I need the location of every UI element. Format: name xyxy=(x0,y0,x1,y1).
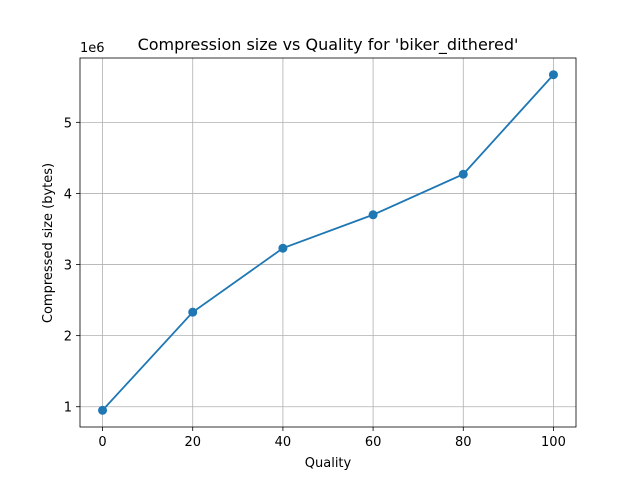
data-point xyxy=(278,243,288,253)
x-tick-label: 80 xyxy=(455,435,472,450)
data-point xyxy=(548,70,558,80)
x-tick-label: 100 xyxy=(541,435,566,450)
y-tick-label: 3 xyxy=(64,259,72,274)
series-group xyxy=(98,70,558,415)
y-axis-ticks: 1 2 3 4 5 xyxy=(64,116,80,416)
axes-frame xyxy=(79,57,577,428)
data-point xyxy=(368,210,378,220)
x-tick-label: 20 xyxy=(184,435,201,450)
x-tick-label: 60 xyxy=(365,435,382,450)
x-tick-label: 0 xyxy=(98,435,106,450)
plot-area-border xyxy=(79,57,577,428)
x-tick-label: 40 xyxy=(275,435,292,450)
data-point xyxy=(458,169,468,179)
series-line xyxy=(101,74,555,411)
y-tick-label: 2 xyxy=(64,330,72,345)
chart-title: Compression size vs Quality for 'biker_d… xyxy=(138,35,519,55)
x-axis-ticks: 0 20 40 60 80 100 xyxy=(98,427,566,450)
y-axis-label: Compressed size (bytes) xyxy=(41,163,56,323)
grid xyxy=(80,58,576,427)
y-tick-label: 1 xyxy=(64,401,72,416)
y-axis-offset-label: 1e6 xyxy=(80,41,105,56)
data-point xyxy=(188,307,198,317)
y-tick-label: 5 xyxy=(64,116,72,131)
data-point xyxy=(98,405,108,415)
y-tick-label: 4 xyxy=(64,187,72,202)
x-axis-label: Quality xyxy=(305,456,352,471)
